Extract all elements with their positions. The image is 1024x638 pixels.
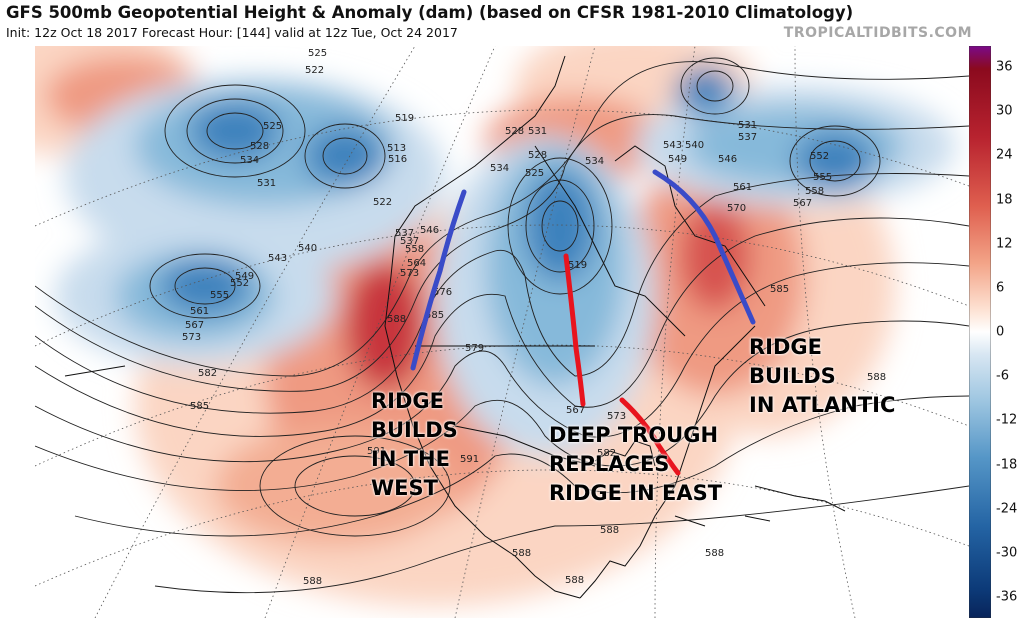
contour-label: 513 xyxy=(387,143,406,154)
contour-label: 525 xyxy=(308,48,327,59)
annotation-ridge-atlantic: RIDGE BUILDS IN ATLANTIC xyxy=(749,335,896,417)
colorbar-tick-label: 30 xyxy=(996,103,1013,119)
contour-label: 531 xyxy=(528,126,547,137)
contour-label: 543 xyxy=(663,140,682,151)
contour-label: 540 xyxy=(298,243,317,254)
contour-label: 588 xyxy=(512,548,531,559)
contour-label: 591 xyxy=(460,454,479,465)
contour-label: 567 xyxy=(566,405,585,416)
colorbar-tick-label: 24 xyxy=(996,147,1013,163)
colorbar-tick-label: -36 xyxy=(996,589,1018,605)
colorbar-tick-label: -18 xyxy=(996,457,1018,472)
forecast-info: Init: 12z Oct 18 2017 Forecast Hour: [14… xyxy=(6,25,458,40)
trough-extension xyxy=(619,397,681,476)
contour-label: 546 xyxy=(420,225,439,236)
contour-label: 588 xyxy=(387,314,406,325)
contour-label: 516 xyxy=(388,154,407,165)
contour-label: 561 xyxy=(733,182,752,193)
contour-label: 567 xyxy=(185,320,204,331)
contour-label: 534 xyxy=(585,156,604,167)
contour-label: 588 xyxy=(600,525,619,536)
contour-label: 519 xyxy=(568,260,587,271)
contour-label: 537 xyxy=(395,228,414,239)
contour-label: 585 xyxy=(770,284,789,295)
contour-label: 552 xyxy=(230,278,249,289)
colorbar-tick-label: -30 xyxy=(996,545,1018,561)
colorbar-tick-label: 0 xyxy=(996,324,1005,340)
contour-label: 576 xyxy=(433,287,452,298)
contour-label: 579 xyxy=(465,343,484,354)
colorbar-tick-label: 36 xyxy=(996,59,1013,75)
contour-label: 525 xyxy=(263,121,282,132)
contour-label: 528 xyxy=(250,141,269,152)
contour-label: 573 xyxy=(400,268,419,279)
coastlines xyxy=(64,55,846,599)
contour-label: 564 xyxy=(407,258,426,269)
annotation-ridge-west: RIDGE BUILDS IN THE WEST xyxy=(371,389,458,500)
contour-label: 591 xyxy=(367,446,386,457)
contour-label: 567 xyxy=(793,198,812,209)
contour-label: 522 xyxy=(373,197,392,208)
contour-label: 558 xyxy=(805,186,824,197)
contour-label: 519 xyxy=(395,113,414,124)
contour-label: 573 xyxy=(607,411,626,422)
contour-label: 582 xyxy=(198,368,217,379)
contour-label: 552 xyxy=(810,151,829,162)
atlantic-ridge-axis xyxy=(652,169,756,325)
contour-label: 546 xyxy=(718,154,737,165)
colorbar-tick-label: -24 xyxy=(996,501,1018,517)
contour-label: 588 xyxy=(303,576,322,587)
contour-label: 549 xyxy=(235,271,254,282)
contour-label: 561 xyxy=(190,306,209,317)
contour-label: 522 xyxy=(305,65,324,76)
contour-label: 528 xyxy=(528,150,547,161)
contour-label: 537 xyxy=(738,132,757,143)
brand-watermark: TROPICALTIDBITS.COM xyxy=(783,25,972,41)
west-ridge-axis xyxy=(410,189,467,371)
page-title: GFS 500mb Geopotential Height & Anomaly … xyxy=(6,3,854,22)
contour-label: 528 xyxy=(505,126,524,137)
contour-label: 570 xyxy=(727,203,746,214)
contour-label: 534 xyxy=(240,155,259,166)
colorbar-tick-label: -6 xyxy=(996,368,1009,384)
contour-label: 531 xyxy=(738,120,757,131)
contour-label: 540 xyxy=(685,140,704,151)
height-contours xyxy=(35,57,969,594)
contour-label: 537 xyxy=(400,236,419,247)
contour-label: 585 xyxy=(190,401,209,412)
contour-label: 573 xyxy=(182,332,201,343)
contour-label: 588 xyxy=(705,548,724,559)
colorbar-tick-label: 18 xyxy=(996,192,1013,207)
contour-label: 585 xyxy=(425,310,444,321)
colorbar-tick-label: 6 xyxy=(996,280,1005,296)
contour-label: 582 xyxy=(597,448,616,459)
anomaly-colorbar xyxy=(968,45,992,619)
contour-label: 555 xyxy=(813,172,832,183)
annotation-trough-east: DEEP TROUGH REPLACES RIDGE IN EAST xyxy=(549,423,723,505)
contour-label: 588 xyxy=(867,372,886,383)
colorbar-tick-label: 12 xyxy=(996,236,1013,252)
contour-label: 531 xyxy=(257,178,276,189)
anomaly-map: 525 522 528 534 525 531 519 513 516 522 … xyxy=(35,46,969,618)
contour-label: 543 xyxy=(268,253,287,264)
east-trough-axis xyxy=(563,253,586,407)
annotation-lines xyxy=(410,169,756,476)
colorbar-tick-label: -12 xyxy=(996,412,1018,428)
contour-label: 549 xyxy=(668,154,687,165)
contour-label: 534 xyxy=(490,163,509,174)
contour-label: 555 xyxy=(210,290,229,301)
contour-label: 525 xyxy=(525,168,544,179)
contour-label: 588 xyxy=(565,575,584,586)
contour-label: 558 xyxy=(405,244,424,255)
